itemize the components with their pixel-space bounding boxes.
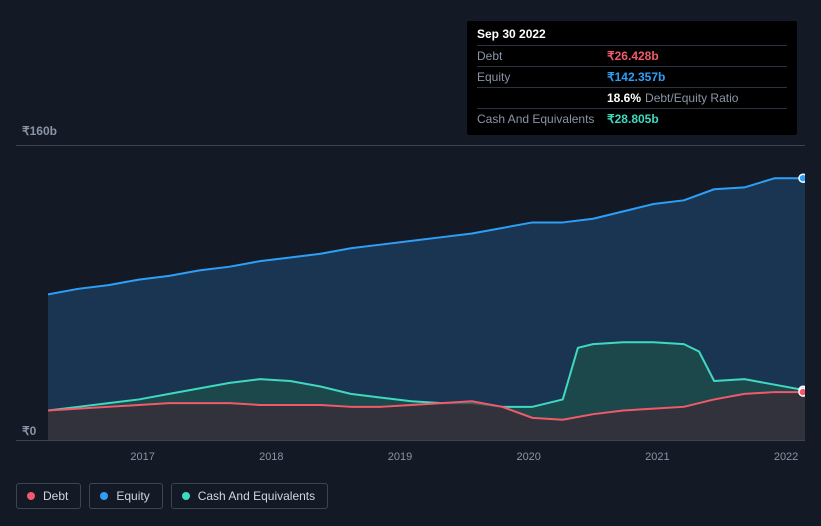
legend-label: Cash And Equivalents bbox=[198, 489, 315, 503]
legend-label: Equity bbox=[116, 489, 149, 503]
tooltip-row-value: ₹142.357b bbox=[607, 70, 665, 84]
x-axis-tick-label: 2018 bbox=[259, 451, 283, 463]
legend-swatch bbox=[100, 492, 108, 500]
tooltip-row: Cash And Equivalents₹28.805b bbox=[477, 108, 787, 129]
y-axis-bottom-gridline bbox=[16, 440, 805, 441]
tooltip-row-label: Equity bbox=[477, 70, 607, 84]
tooltip-row-value: 18.6% bbox=[607, 91, 641, 105]
legend-item-cash-and-equivalents[interactable]: Cash And Equivalents bbox=[171, 483, 328, 509]
x-axis-tick-label: 2021 bbox=[645, 451, 669, 463]
tooltip-row-label: Debt bbox=[477, 49, 607, 63]
tooltip-row: Equity₹142.357b bbox=[477, 66, 787, 87]
x-axis-ticks: 2017 2018 2019 2020 2021 2022 bbox=[48, 451, 805, 467]
series-end-marker bbox=[799, 388, 805, 396]
tooltip-row-label: Cash And Equivalents bbox=[477, 112, 607, 126]
y-axis-max-label: ₹160b bbox=[22, 124, 57, 138]
tooltip-row: 18.6% Debt/Equity Ratio bbox=[477, 87, 787, 108]
y-axis-min-label: ₹0 bbox=[22, 424, 36, 438]
x-axis-tick-label: 2022 bbox=[774, 451, 798, 463]
legend-item-equity[interactable]: Equity bbox=[89, 483, 162, 509]
tooltip-row-sublabel: Debt/Equity Ratio bbox=[645, 91, 738, 105]
chart-tooltip: Sep 30 2022 Debt₹26.428bEquity₹142.357b1… bbox=[467, 21, 797, 135]
chart-legend: Debt Equity Cash And Equivalents bbox=[16, 483, 328, 509]
tooltip-title: Sep 30 2022 bbox=[477, 27, 787, 41]
tooltip-row-value: ₹26.428b bbox=[607, 49, 659, 63]
area-chart[interactable] bbox=[48, 145, 805, 440]
legend-swatch bbox=[182, 492, 190, 500]
series-end-marker bbox=[799, 174, 805, 182]
legend-label: Debt bbox=[43, 489, 68, 503]
tooltip-row: Debt₹26.428b bbox=[477, 45, 787, 66]
x-axis-tick-label: 2017 bbox=[130, 451, 154, 463]
legend-item-debt[interactable]: Debt bbox=[16, 483, 81, 509]
x-axis-tick-label: 2020 bbox=[516, 451, 540, 463]
x-axis-tick-label: 2019 bbox=[388, 451, 412, 463]
tooltip-row-value: ₹28.805b bbox=[607, 112, 659, 126]
legend-swatch bbox=[27, 492, 35, 500]
